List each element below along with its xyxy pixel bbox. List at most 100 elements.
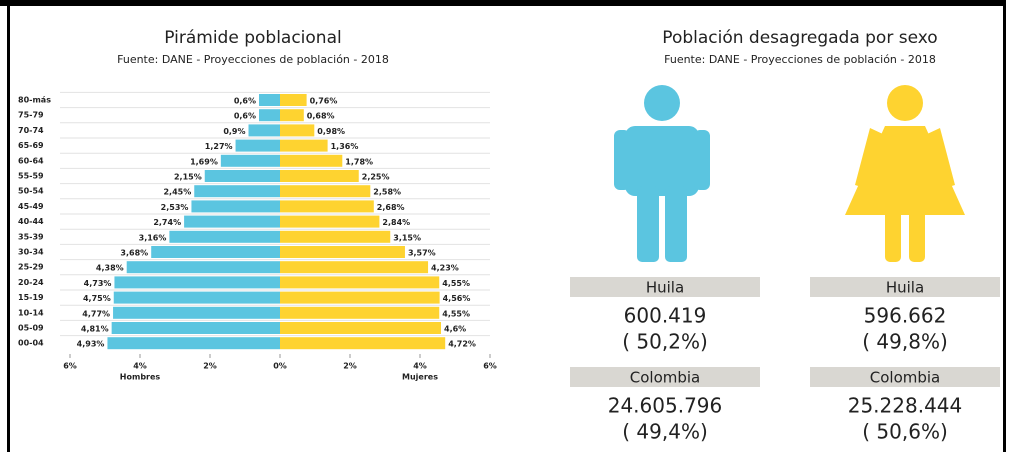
data-label: 4,55% [442, 309, 470, 318]
bar [204, 170, 280, 182]
region-band [570, 367, 760, 387]
count: 25.228.444 [848, 394, 963, 418]
y-tick-label: 65-69 [18, 141, 44, 150]
bar [169, 230, 280, 243]
data-label: 2,53% [161, 203, 189, 212]
y-tick-label: 50-54 [18, 187, 44, 196]
y-tick-label: 60-64 [18, 156, 44, 165]
y-tick-label: 55-59 [18, 172, 44, 181]
bar [280, 322, 441, 334]
bar [280, 170, 359, 182]
y-tick-label: 00-04 [18, 339, 44, 348]
data-label: 4,77% [82, 309, 110, 318]
bar [280, 246, 405, 258]
data-label: 1,78% [345, 157, 373, 166]
data-label: 0,76% [310, 97, 338, 106]
woman-icon [845, 85, 965, 262]
data-label: 4,23% [431, 264, 459, 273]
data-label: 4,38% [96, 264, 124, 273]
bar [280, 109, 304, 122]
y-tick-label: 80-más [18, 96, 51, 105]
y-tick-label: 05-09 [18, 324, 44, 333]
region-label: Huila [646, 279, 684, 297]
region-band [810, 367, 1000, 387]
data-label: 4,6% [444, 325, 466, 334]
data-label: 1,36% [331, 142, 359, 151]
bar [280, 276, 440, 289]
data-label: 2,25% [362, 173, 390, 182]
x-tick-label: 2% [343, 362, 357, 371]
data-label: 4,75% [83, 294, 111, 303]
data-label: 2,68% [377, 203, 405, 212]
share: ( 50,2%) [622, 330, 708, 354]
bar [113, 306, 280, 319]
y-tick-label: 45-49 [18, 202, 44, 211]
data-label: 0,68% [307, 112, 335, 121]
bar [280, 306, 440, 319]
data-label: 4,55% [442, 279, 470, 288]
x-tick-label: 4% [133, 362, 147, 371]
bar [280, 215, 380, 228]
count: 600.419 [624, 304, 707, 328]
bar [259, 109, 280, 122]
axis-label: Mujeres [402, 373, 438, 382]
bar [280, 154, 343, 167]
chart-subtitle: Fuente: DANE - Proyecciones de población… [117, 53, 389, 66]
data-label: 4,73% [84, 279, 112, 288]
data-label: 0,6% [234, 97, 256, 106]
bar [280, 124, 315, 137]
man-icon [614, 85, 710, 262]
y-tick-label: 70-74 [18, 126, 44, 135]
frame-right [1003, 0, 1006, 452]
y-tick-label: 30-34 [18, 248, 44, 257]
bar [114, 276, 280, 289]
x-tick-label: 6% [63, 362, 77, 371]
y-tick-label: 35-39 [18, 232, 44, 241]
x-tick-label: 4% [413, 362, 427, 371]
y-tick-label: 15-19 [18, 293, 44, 302]
bar [280, 94, 307, 106]
data-label: 3,15% [393, 233, 421, 242]
data-label: 2,15% [174, 173, 202, 182]
bar [235, 139, 280, 152]
bar [248, 124, 280, 137]
bar [280, 139, 328, 152]
data-label: 0,98% [317, 127, 345, 136]
frame-top [0, 0, 1006, 6]
data-label: 3,16% [139, 233, 167, 242]
bar [280, 185, 371, 198]
x-tick-label: 0% [273, 362, 287, 371]
count: 596.662 [864, 304, 947, 328]
data-label: 2,58% [373, 188, 401, 197]
data-label: 4,93% [77, 340, 105, 349]
data-label: 0,6% [234, 112, 256, 121]
share: ( 49,8%) [862, 330, 948, 354]
bar [280, 291, 440, 304]
data-label: 2,74% [153, 218, 181, 227]
bar [280, 230, 391, 243]
y-tick-label: 10-14 [18, 308, 44, 317]
x-tick-label: 2% [203, 362, 217, 371]
y-tick-label: 40-44 [18, 217, 44, 226]
share: ( 49,4%) [622, 420, 708, 444]
bar [113, 291, 280, 304]
region-label: Colombia [870, 369, 941, 387]
chart-title: Pirámide poblacional [164, 28, 341, 48]
data-label: 2,45% [163, 188, 191, 197]
bar [280, 200, 374, 213]
panel-title: Población desagregada por sexo [662, 28, 937, 48]
frame-left [7, 0, 10, 452]
panel-subtitle: Fuente: DANE - Proyecciones de población… [664, 53, 936, 66]
y-tick-label: 75-79 [18, 111, 44, 120]
data-label: 4,72% [448, 340, 476, 349]
bar [151, 246, 280, 258]
bar [280, 261, 429, 274]
bar [194, 185, 280, 198]
bar [126, 261, 280, 274]
data-label: 3,57% [408, 249, 436, 258]
data-label: 2,84% [382, 218, 410, 227]
region-band [570, 277, 760, 297]
y-tick-label: 20-24 [18, 278, 44, 287]
bar [184, 215, 280, 228]
